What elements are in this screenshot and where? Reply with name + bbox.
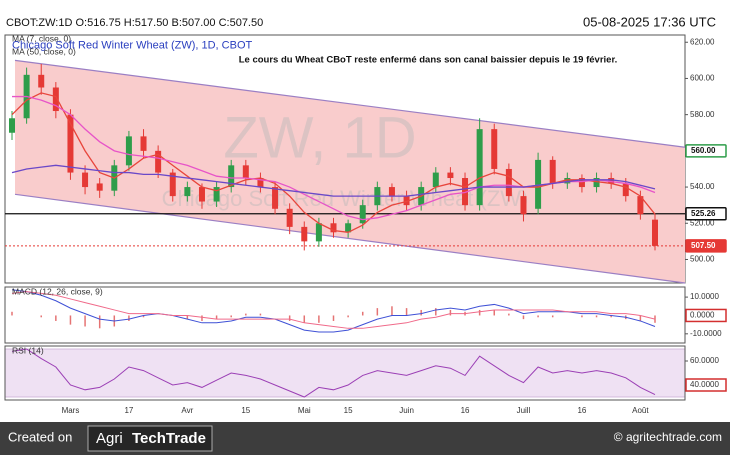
- x-tick-label: Août: [632, 406, 649, 415]
- candle-body: [286, 208, 293, 227]
- price-tag: [685, 239, 727, 253]
- created-on: Created on: [8, 429, 72, 444]
- x-tick-label: Juin: [399, 406, 414, 415]
- candle-body: [564, 178, 571, 184]
- x-tick-label: Mars: [62, 406, 80, 415]
- indicator-line: [11, 289, 656, 333]
- x-tick-label: 15: [344, 406, 353, 415]
- legend-item: MA (7, close, 0): [12, 33, 71, 43]
- candle-body: [272, 187, 279, 209]
- channel-upper: [14, 59, 686, 148]
- candle-body: [608, 178, 615, 184]
- indicator-line: [11, 164, 656, 197]
- candle-body: [67, 114, 74, 173]
- y-tick-label: 600.00: [690, 74, 715, 83]
- candle-body: [403, 196, 410, 206]
- timestamp: 05-08-2025 17:36 UTC: [583, 14, 716, 29]
- candle-body: [476, 129, 483, 206]
- y-tick-label: -10.0000: [690, 329, 722, 338]
- website: © agritechtrade.com: [614, 430, 722, 444]
- candle-body: [184, 187, 191, 197]
- candle-body: [213, 187, 220, 202]
- candle-body: [549, 159, 556, 184]
- candle-body: [228, 165, 235, 188]
- candle-body: [315, 223, 322, 242]
- panel-title: RSI (14): [12, 345, 44, 355]
- price-tag-label: 560.00: [691, 146, 716, 155]
- candle-body: [637, 196, 644, 215]
- legend-item: MA (50, close, 0): [12, 46, 76, 56]
- candle-body: [345, 223, 352, 233]
- y-tick-label: 520.00: [690, 218, 715, 227]
- tick-highlight: [685, 308, 727, 323]
- rsi-band: [5, 349, 685, 397]
- x-tick-label: Juill: [517, 406, 531, 415]
- candle-body: [520, 196, 527, 215]
- candle-body: [82, 172, 89, 188]
- y-tick-label: 10.0000: [690, 292, 719, 301]
- x-tick-label: Avr: [181, 406, 193, 415]
- price-tag-label: 525.26: [691, 209, 716, 218]
- logo-left: Agri: [96, 430, 123, 447]
- candle-body: [257, 178, 264, 188]
- candle-body: [52, 87, 59, 112]
- price-tag: [685, 144, 727, 158]
- channel-lower: [14, 193, 686, 284]
- candle-body: [359, 205, 366, 224]
- y-tick-label: 620.00: [690, 37, 715, 46]
- panel-title: MACD (12, 26, close, 9): [12, 286, 103, 296]
- candle-body: [301, 226, 308, 242]
- candle-body: [198, 187, 205, 202]
- indicator-line: [11, 348, 656, 398]
- logo-box: [87, 425, 213, 452]
- watermark: ZW, 1D: [223, 105, 416, 170]
- channel-fill: [15, 60, 685, 284]
- y-tick-label: 580.00: [690, 110, 715, 119]
- candle-body: [125, 136, 132, 166]
- x-tick-label: Mai: [298, 406, 311, 415]
- x-tick-label: 16: [461, 406, 470, 415]
- annotation: Le cours du Wheat CBoT reste enfermé dan…: [239, 55, 618, 66]
- x-tick-label: 15: [241, 406, 250, 415]
- candle-body: [535, 159, 542, 209]
- candle-body: [388, 187, 395, 197]
- candle-body: [330, 223, 337, 233]
- y-tick-label: 60.0000: [690, 356, 719, 365]
- candle-body: [491, 129, 498, 169]
- y-tick-label: 40.0000: [690, 380, 719, 389]
- candle-body: [622, 183, 629, 197]
- logo-right: TechTrade: [132, 430, 206, 447]
- candle-body: [242, 165, 249, 179]
- candle-body: [140, 136, 147, 151]
- y-tick-label: 500.00: [690, 255, 715, 264]
- candle-body: [578, 178, 585, 188]
- x-tick-label: 17: [124, 406, 133, 415]
- candle-body: [432, 172, 439, 188]
- indicator-line: [11, 291, 656, 329]
- candle-body: [593, 178, 600, 188]
- y-tick-label: 540.00: [690, 182, 715, 191]
- candle-body: [96, 183, 103, 191]
- candle-body: [38, 74, 45, 88]
- candle-body: [505, 168, 512, 197]
- plot-area: ZW, 1D Chicago Soft Red Winter Wheat (ZW)…: [4, 33, 727, 415]
- x-tick-label: 16: [577, 406, 586, 415]
- y-tick-label: 0.0000: [690, 311, 715, 320]
- candle-body: [652, 219, 658, 246]
- price-tag: [685, 206, 727, 221]
- candle-body: [9, 118, 15, 133]
- candle-body: [155, 150, 162, 173]
- panel-frame: [4, 345, 686, 401]
- candle-body: [169, 172, 176, 197]
- legend-item: Chicago Soft Red Winter Wheat (ZW), 1D, …: [12, 39, 253, 51]
- price-tag-label: 507.50: [691, 241, 716, 250]
- tick-highlight: [685, 378, 727, 392]
- candle-body: [447, 172, 454, 179]
- candle-body: [462, 178, 469, 206]
- symbol-info: CBOT:ZW:1D O:516.75 H:517.50 B:507.00 C:…: [6, 17, 263, 29]
